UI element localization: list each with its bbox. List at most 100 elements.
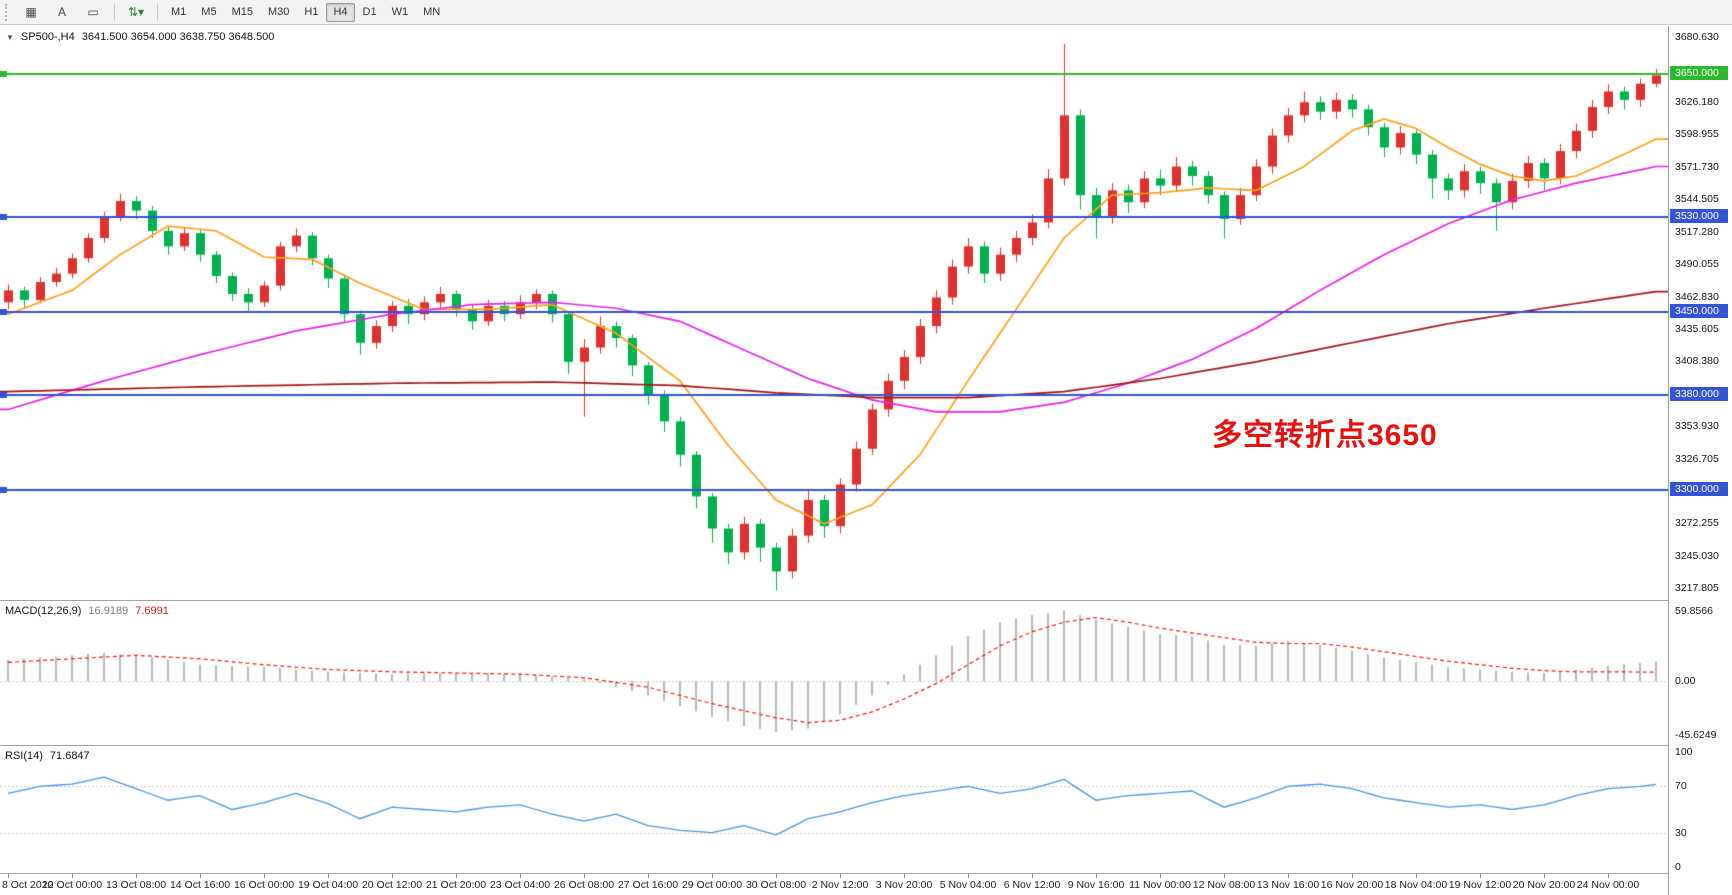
time-axis-label: 16 Oct 00:00 — [233, 879, 295, 891]
panel-divider[interactable] — [0, 873, 1732, 874]
time-axis-label: 20 Oct 12:00 — [361, 879, 423, 891]
macd-main-value: 16.9189 — [88, 605, 129, 617]
price-axis-label: 3517.280 — [1675, 225, 1719, 238]
time-axis-label: 30 Oct 08:00 — [745, 879, 807, 891]
price-line-badge: 3300.000 — [1670, 482, 1728, 497]
time-axis-tick — [136, 874, 137, 878]
time-axis-label: 14 Oct 16:00 — [169, 879, 231, 891]
time-axis-tick — [392, 874, 393, 878]
timeframe-button-h1[interactable]: H1 — [304, 5, 319, 18]
time-axis-label: 11 Nov 00:00 — [1129, 879, 1191, 891]
rsi-axis-label: 70 — [1675, 780, 1687, 793]
time-axis-tick — [1544, 874, 1545, 878]
time-axis-tick — [1096, 874, 1097, 878]
timeframe-button-m30[interactable]: M30 — [267, 5, 290, 18]
object-frame-button[interactable]: ▭ — [87, 5, 99, 19]
time-axis-label: 20 Nov 20:00 — [1512, 879, 1576, 891]
time-axis-label: 19 Nov 12:00 — [1448, 879, 1512, 891]
time-axis[interactable]: 8 Oct 2020 12 Oct 00:00 13 Oct 08:00 14 Oct… — [0, 874, 1668, 895]
timeframe-button-m15[interactable]: M15 — [231, 5, 253, 18]
time-axis-tick — [776, 874, 777, 878]
rsi-label: RSI(14) 71.6847 — [5, 750, 90, 762]
time-axis-tick — [1352, 874, 1353, 878]
time-axis-tick — [840, 874, 841, 878]
time-axis-label: 29 Oct 00:00 — [681, 879, 743, 891]
rsi-name: RSI(14) — [5, 750, 43, 762]
timeframe-button-mn[interactable]: MN — [423, 5, 441, 18]
price-axis[interactable]: 3680.630 3626.180 3598.955 3571.730 3544.505… — [1668, 26, 1732, 895]
text-tool-button[interactable]: A — [57, 5, 66, 19]
price-axis-label: 3626.180 — [1675, 96, 1719, 108]
price-axis-label: 3217.805 — [1675, 582, 1719, 595]
price-axis-label: 3462.830 — [1675, 290, 1719, 303]
price-axis-label: 3598.955 — [1675, 128, 1719, 141]
macd-axis-label: -45.6249 — [1675, 729, 1717, 742]
time-axis-tick — [1224, 874, 1225, 878]
price-axis-label: 3326.705 — [1675, 452, 1719, 465]
time-axis-tick — [584, 874, 585, 878]
time-axis-label: 27 Oct 16:00 — [617, 879, 679, 891]
toolbar-separator — [114, 3, 115, 21]
macd-axis-label: 59.8566 — [1675, 604, 1713, 617]
timeframe-button-m5[interactable]: M5 — [201, 5, 217, 18]
time-axis-label: 2 Nov 12:00 — [811, 879, 869, 891]
macd-axis-label: 0.00 — [1675, 675, 1696, 688]
chart-text-annotation[interactable]: 多空转折点3650 — [1212, 419, 1438, 452]
time-axis-label: 13 Nov 16:00 — [1256, 879, 1320, 891]
indicators-button[interactable]: ⇅▾ — [127, 5, 145, 19]
timeframe-button-w1[interactable]: W1 — [391, 5, 409, 18]
time-axis-tick — [72, 874, 73, 878]
time-axis-tick — [264, 874, 265, 878]
chart-title: ▼ SP500-,H4 3641.500 3654.000 3638.750 3… — [6, 31, 274, 43]
macd-label: MACD(12,26,9) 16.9189 7.6991 — [5, 605, 169, 617]
panel-divider[interactable] — [0, 745, 1732, 746]
rsi-value: 71.6847 — [49, 750, 90, 762]
price-axis-label: 3680.630 — [1675, 31, 1719, 44]
rsi-axis-label: 100 — [1675, 745, 1693, 758]
time-axis-label: 12 Oct 00:00 — [41, 879, 103, 891]
toolbar-left-buttons: ▦ A ▭ — [16, 2, 108, 23]
rsi-axis-label: 30 — [1675, 826, 1687, 839]
timeframe-button-d1[interactable]: D1 — [362, 5, 377, 18]
price-axis-label: 3490.055 — [1675, 258, 1719, 271]
timeframe-button-h4[interactable]: H4 — [326, 2, 355, 22]
symbol-period-label: SP500-,H4 — [20, 31, 75, 43]
price-line-badge: 3530.000 — [1670, 208, 1728, 223]
time-axis-tick — [520, 874, 521, 878]
time-axis-tick — [968, 874, 969, 878]
macd-signal-value: 7.6991 — [135, 605, 169, 617]
time-axis-tick — [1416, 874, 1417, 878]
time-axis-label: 24 Nov 00:00 — [1576, 879, 1640, 891]
toolbar-indicator-mount: ⇅▾ — [121, 2, 151, 23]
price-line-badge: 3380.000 — [1670, 387, 1728, 402]
toolbar-separator — [157, 3, 158, 21]
time-axis-tick — [456, 874, 457, 878]
ohlc-readout: 3641.500 3654.000 3638.750 3648.500 — [81, 31, 275, 43]
windows-grid-button[interactable]: ▦ — [25, 5, 37, 19]
time-axis-label: 16 Nov 20:00 — [1320, 879, 1384, 891]
time-axis-tick — [648, 874, 649, 878]
timeframe-button-m1[interactable]: M1 — [171, 5, 187, 18]
price-axis-label: 3544.505 — [1675, 193, 1719, 206]
toolbar-grip[interactable] — [5, 3, 11, 21]
time-axis-label: 12 Nov 08:00 — [1192, 879, 1256, 891]
price-axis-label: 3245.030 — [1675, 549, 1719, 562]
price-axis-label: 3571.730 — [1675, 160, 1719, 173]
time-axis-tick — [904, 874, 905, 878]
price-axis-label: 3353.930 — [1675, 420, 1719, 433]
time-axis-label: 5 Nov 04:00 — [939, 879, 997, 891]
panel-divider[interactable] — [0, 600, 1732, 601]
time-axis-label: 21 Oct 20:00 — [425, 879, 487, 891]
collapse-icon[interactable]: ▼ — [6, 32, 14, 42]
time-axis-label: 18 Nov 04:00 — [1384, 879, 1448, 891]
toolbar: ▦ A ▭ ⇅▾ M1 M5 M15 M30 H1 H4 D1 W1 MN — [0, 0, 1732, 25]
rsi-canvas[interactable] — [0, 746, 1668, 873]
time-axis-label: 8 Oct 2020 — [2, 879, 54, 891]
time-axis-tick — [1480, 874, 1481, 878]
main-chart-canvas[interactable] — [0, 26, 1668, 600]
time-axis-tick — [328, 874, 329, 878]
macd-canvas[interactable] — [0, 601, 1668, 745]
time-axis-label: 19 Oct 04:00 — [297, 879, 359, 891]
time-axis-label: 26 Oct 08:00 — [553, 879, 615, 891]
price-line-badge: 3450.000 — [1670, 303, 1728, 318]
